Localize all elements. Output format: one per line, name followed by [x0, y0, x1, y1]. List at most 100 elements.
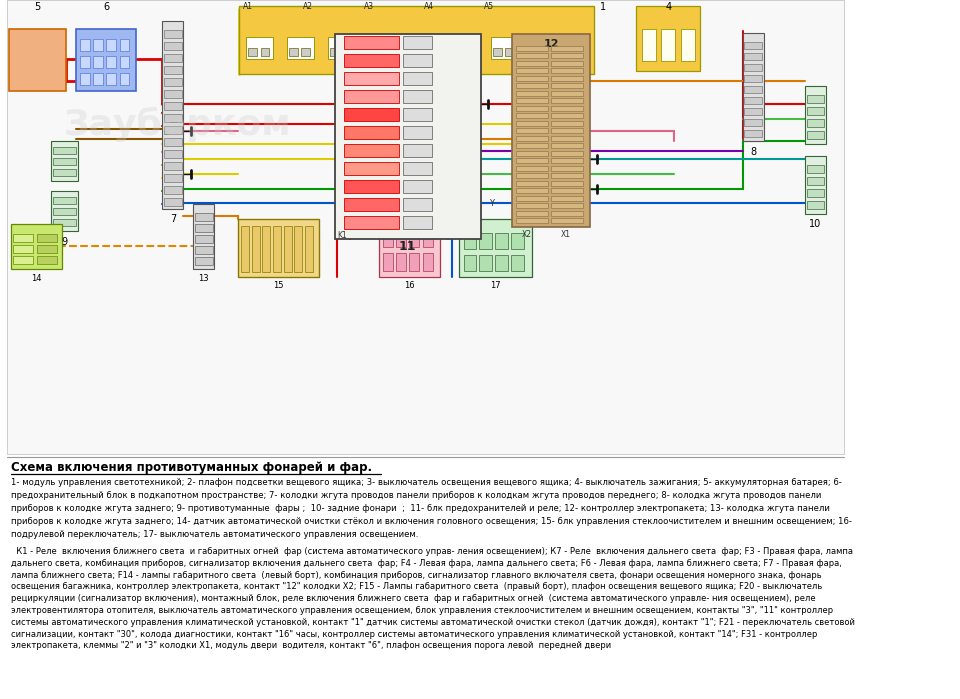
Text: A3: A3: [364, 2, 373, 11]
Bar: [164, 186, 181, 194]
Bar: [164, 42, 181, 50]
Text: приборов к колодке жгута заднего; 14- датчик автоматической очистки стёкол и вкл: приборов к колодке жгута заднего; 14- да…: [11, 517, 852, 526]
Text: F14(5A): F14(5A): [346, 55, 369, 60]
Bar: [551, 180, 583, 185]
Bar: [195, 246, 213, 254]
Bar: [551, 113, 583, 118]
Bar: [744, 53, 762, 60]
Bar: [396, 253, 406, 271]
Bar: [369, 37, 396, 59]
Text: системы автоматического управления климатической установкой, контакт "1" датчик : системы автоматического управления клима…: [11, 618, 854, 627]
Text: F10: F10: [346, 199, 356, 204]
Bar: [551, 166, 583, 171]
Bar: [551, 68, 583, 73]
Bar: [551, 136, 583, 140]
Bar: [403, 144, 432, 157]
Text: 15: 15: [273, 281, 283, 290]
Text: F7(7,5A): F7(7,5A): [346, 145, 371, 150]
Text: F13(10): F13(10): [346, 181, 369, 186]
Bar: [273, 226, 281, 272]
Bar: [403, 180, 432, 193]
Bar: [164, 78, 181, 86]
Text: 4: 4: [665, 2, 671, 12]
Bar: [193, 204, 214, 269]
Bar: [551, 98, 583, 103]
Bar: [344, 216, 398, 229]
Text: подрулевой переключатель; 17- выключатель автоматического управления освещением.: подрулевой переключатель; 17- выключател…: [11, 530, 418, 539]
Bar: [744, 119, 762, 126]
Bar: [551, 90, 583, 96]
Bar: [516, 203, 548, 208]
Bar: [513, 34, 590, 227]
Bar: [410, 253, 420, 271]
Bar: [516, 128, 548, 133]
Bar: [516, 158, 548, 163]
Bar: [464, 255, 476, 271]
Bar: [806, 107, 825, 115]
Bar: [551, 210, 583, 215]
Text: A4: A4: [424, 2, 434, 11]
Bar: [53, 147, 76, 154]
Text: A1: A1: [243, 2, 253, 11]
Bar: [107, 56, 116, 68]
Text: 14: 14: [31, 274, 41, 283]
Bar: [551, 188, 583, 193]
Bar: [551, 150, 583, 155]
Bar: [661, 29, 675, 61]
Bar: [551, 61, 583, 66]
Bar: [516, 53, 548, 58]
Bar: [344, 144, 398, 157]
Bar: [164, 54, 181, 62]
Bar: [344, 180, 398, 193]
Bar: [120, 56, 130, 68]
Bar: [744, 75, 762, 82]
Bar: [262, 226, 271, 272]
Bar: [636, 6, 700, 71]
Text: 17: 17: [491, 281, 501, 290]
Bar: [93, 73, 103, 85]
Bar: [120, 39, 130, 51]
Bar: [410, 37, 436, 59]
Bar: [464, 233, 476, 249]
Text: F20(10A): F20(10A): [346, 37, 372, 42]
Bar: [164, 30, 181, 38]
Bar: [305, 226, 313, 272]
Bar: [344, 162, 398, 175]
Bar: [344, 126, 398, 139]
Bar: [551, 53, 583, 58]
Bar: [289, 48, 298, 56]
Bar: [806, 177, 825, 185]
Bar: [551, 45, 583, 50]
Bar: [516, 180, 548, 185]
Bar: [804, 86, 826, 144]
Bar: [422, 253, 433, 271]
Bar: [551, 106, 583, 110]
Bar: [11, 224, 62, 269]
Bar: [164, 174, 181, 182]
Bar: [76, 29, 136, 91]
Bar: [744, 108, 762, 115]
Bar: [804, 156, 826, 214]
Bar: [743, 33, 764, 141]
Bar: [53, 169, 76, 176]
Bar: [495, 255, 508, 271]
Bar: [248, 48, 257, 56]
Bar: [411, 48, 420, 56]
Bar: [516, 90, 548, 96]
Bar: [403, 162, 432, 175]
Text: электропакета, клеммы "2" и "3" колодки Х1, модуль двери  водителя, контакт "6",: электропакета, клеммы "2" и "3" колодки …: [11, 642, 611, 650]
Bar: [516, 83, 548, 88]
Text: 9: 9: [61, 237, 68, 247]
Text: Схема включения противотуманных фонарей и фар.: Схема включения противотуманных фонарей …: [11, 461, 372, 474]
Bar: [37, 256, 57, 264]
Bar: [465, 48, 473, 56]
Bar: [107, 73, 116, 85]
Bar: [495, 233, 508, 249]
Bar: [516, 143, 548, 148]
Bar: [512, 233, 524, 249]
Bar: [13, 234, 33, 242]
Bar: [516, 45, 548, 50]
Bar: [546, 48, 555, 56]
Bar: [164, 102, 181, 110]
Bar: [516, 196, 548, 201]
